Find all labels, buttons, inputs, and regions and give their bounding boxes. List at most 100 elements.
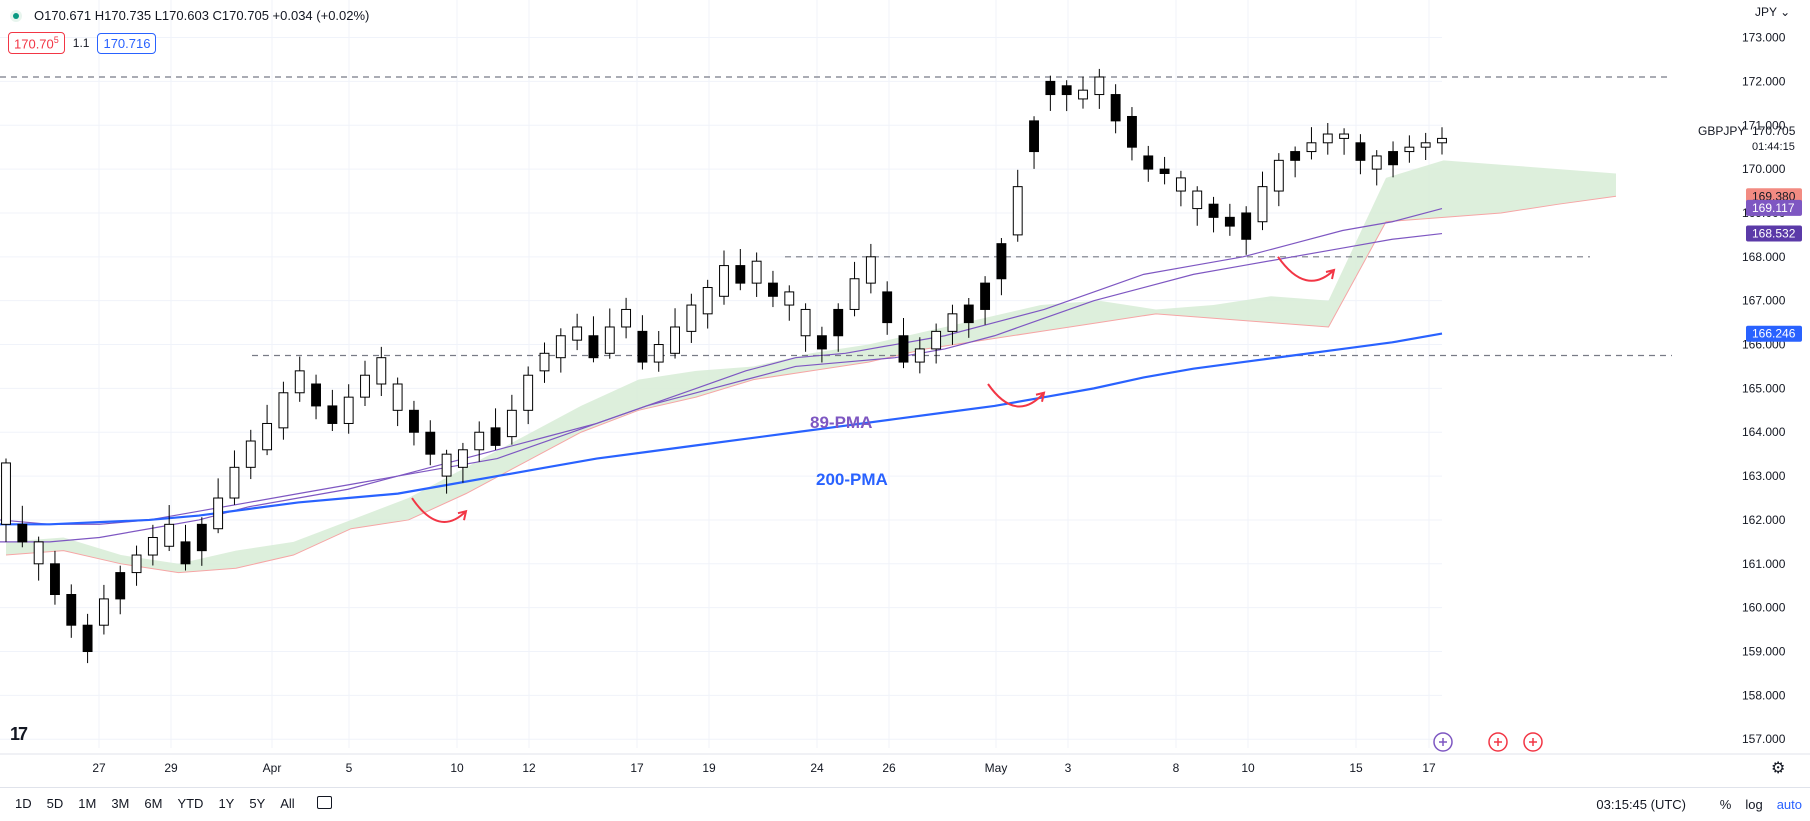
candle-down[interactable] [833, 308, 844, 337]
candle-down[interactable] [490, 427, 501, 446]
candle-up[interactable] [278, 392, 289, 429]
candle-up[interactable] [1322, 133, 1333, 144]
candle-up[interactable] [474, 431, 485, 451]
currency-label[interactable]: JPY ⌄ [1755, 5, 1790, 19]
ask-price-button[interactable]: 170.716 [97, 32, 157, 54]
candle-up[interactable] [229, 466, 240, 499]
bid-price-button[interactable]: 170.705 [8, 32, 65, 55]
candle-up[interactable] [262, 422, 273, 451]
candle-up[interactable] [784, 291, 795, 306]
candle-down[interactable] [180, 541, 191, 565]
candle-up[interactable] [572, 326, 583, 341]
candle-up[interactable] [164, 523, 175, 547]
candle-down[interactable] [50, 563, 60, 596]
candle-up[interactable] [33, 541, 44, 565]
candle-up[interactable] [621, 308, 632, 328]
candle-down[interactable] [1208, 203, 1219, 218]
candle-up[interactable] [457, 449, 468, 468]
range-6m-button[interactable]: 6M [144, 796, 163, 811]
candle-down[interactable] [1159, 168, 1170, 174]
candle-down[interactable] [1290, 151, 1301, 161]
candle-up[interactable] [441, 453, 452, 477]
candle-up[interactable] [1094, 76, 1105, 96]
utc-clock[interactable]: 03:15:45 (UTC) [1596, 797, 1686, 812]
candle-down[interactable] [963, 304, 974, 324]
candle-up[interactable] [1257, 186, 1268, 223]
tradingview-logo-icon[interactable]: 17 [10, 724, 28, 744]
candle-up[interactable] [849, 278, 860, 310]
candle-down[interactable] [425, 431, 436, 455]
candle-up[interactable] [865, 256, 876, 284]
candle-up[interactable] [702, 287, 713, 315]
candle-up[interactable] [1306, 142, 1317, 153]
candle-down[interactable] [1143, 155, 1154, 170]
candle-up[interactable] [604, 326, 615, 354]
candle-up[interactable] [670, 326, 680, 354]
candle-up[interactable] [1273, 159, 1284, 192]
candle-up[interactable] [1371, 155, 1382, 170]
candle-down[interactable] [1224, 216, 1235, 227]
range-3m-button[interactable]: 3M [111, 796, 130, 811]
candle-down[interactable] [1110, 94, 1121, 122]
candle-up[interactable] [1404, 146, 1415, 153]
candle-up[interactable] [360, 374, 370, 398]
candle-down[interactable] [768, 282, 778, 297]
candle-up[interactable] [98, 598, 109, 626]
candle-up[interactable] [506, 409, 517, 438]
range-5d-button[interactable]: 5D [46, 796, 64, 811]
candle-up[interactable] [1012, 186, 1023, 236]
price-axis[interactable]: 157.000 158.000 159.000 160.000 161.000 162.0… [1698, 0, 1802, 748]
range-5y-button[interactable]: 5Y [249, 796, 266, 811]
candle-up[interactable] [1078, 89, 1088, 100]
auto-scale-toggle[interactable]: auto [1776, 797, 1802, 812]
candle-down[interactable] [1127, 115, 1137, 148]
candle-up[interactable] [1437, 137, 1447, 144]
log-scale-toggle[interactable]: log [1745, 797, 1763, 812]
candle-down[interactable] [409, 409, 419, 433]
candle-down[interactable] [196, 523, 207, 552]
candle-up[interactable] [376, 357, 387, 385]
candle-down[interactable] [735, 265, 746, 284]
candle-up[interactable] [555, 335, 566, 359]
candle-down[interactable] [311, 383, 321, 407]
percent-scale-toggle[interactable]: % [1719, 797, 1732, 812]
candle-down[interactable] [66, 594, 77, 626]
gear-icon[interactable]: ⚙ [1771, 760, 1786, 777]
candle-up[interactable] [523, 374, 534, 411]
candle-up[interactable] [800, 308, 811, 337]
candle-up[interactable] [1, 462, 11, 525]
range-1m-button[interactable]: 1M [78, 796, 97, 811]
candle-up[interactable] [294, 370, 305, 394]
range-all-button[interactable]: All [280, 796, 295, 811]
candle-up[interactable] [653, 344, 664, 363]
candle-up[interactable] [686, 304, 697, 332]
range-1d-button[interactable]: 1D [15, 796, 32, 811]
candle-down[interactable] [996, 243, 1007, 280]
candle-up[interactable] [1192, 190, 1203, 210]
range-ytd-button[interactable]: YTD [177, 796, 204, 811]
candle-down[interactable] [1045, 80, 1056, 96]
candle-up[interactable] [343, 396, 354, 424]
candle-down[interactable] [17, 523, 28, 543]
candle-down[interactable] [816, 335, 827, 350]
candle-down[interactable] [882, 291, 893, 324]
candle-down[interactable] [1241, 212, 1252, 240]
candle-up[interactable] [1175, 177, 1186, 192]
time-axis[interactable]: 27 29 Apr 5 10 12 17 19 24 26 May 3 8 10 15 17 [0, 753, 1810, 775]
candle-down[interactable] [327, 405, 338, 424]
candle-up[interactable] [931, 330, 942, 350]
candle-up[interactable] [914, 348, 925, 363]
candle-up[interactable] [392, 383, 403, 411]
candle-up[interactable] [147, 536, 158, 556]
candle-down[interactable] [588, 335, 599, 359]
candle-up[interactable] [719, 265, 729, 297]
candle-up[interactable] [1420, 142, 1431, 148]
candlesticks[interactable] [1, 68, 1447, 664]
candle-down[interactable] [1029, 120, 1039, 153]
candle-down[interactable] [82, 624, 93, 653]
candle-up[interactable] [947, 313, 958, 332]
candle-down[interactable] [637, 330, 648, 363]
candle-down[interactable] [1355, 142, 1366, 161]
candle-down[interactable] [898, 335, 909, 363]
